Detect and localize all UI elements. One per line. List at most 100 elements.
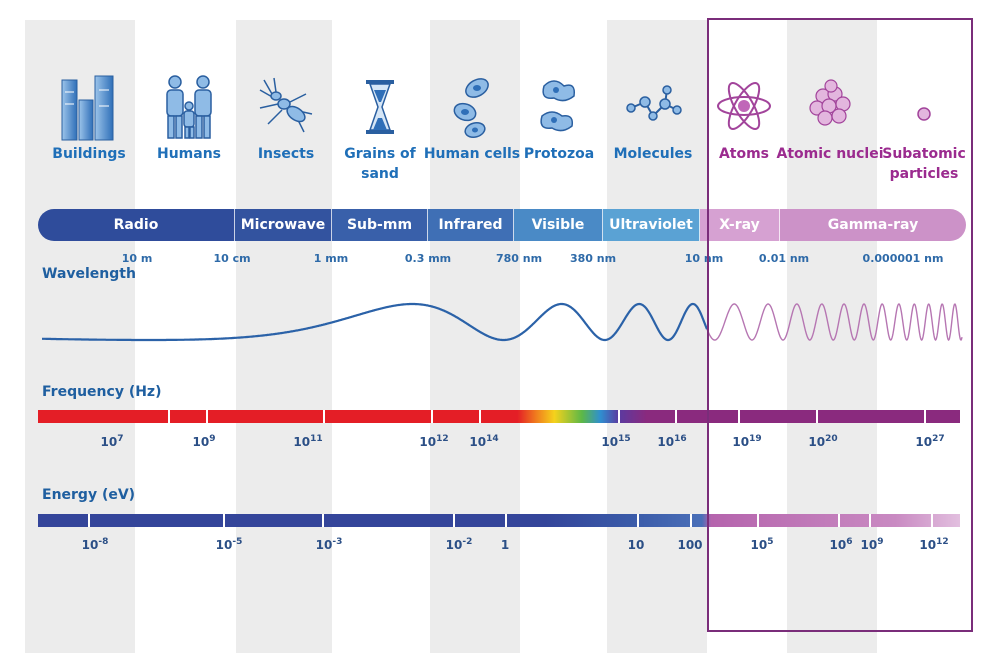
frequency-tick-mark [675,410,677,423]
wavelength-label: 1 mm [313,252,349,265]
object-atomic-nuclei: Atomic nuclei [775,72,885,164]
frequency-tick: 1014 [469,434,499,449]
energy-tick: 100 [677,538,703,552]
frequency-tick: 1019 [732,434,762,449]
spectrum-band-bar: Radio Microwave Sub-mm Infrared Visible … [38,209,966,241]
wavelength-label: 10 cm [213,252,251,265]
energy-tick: 10-8 [81,537,109,552]
energy-heading: Energy (eV) [42,487,136,503]
wavelength-label: 780 nm [495,252,543,265]
frequency-tick-mark [206,410,208,423]
wavelength-label: 380 nm [569,252,617,265]
nucleus-icon [809,79,851,126]
object-insects: Insects [231,72,341,164]
wavelength-label: 0.3 mm [404,252,452,265]
energy-tick: 10-3 [315,537,343,552]
energy-tick-mark [88,514,90,527]
hourglass-icon [366,80,394,134]
frequency-tick-mark [323,410,325,423]
band-gamma-ray: Gamma-ray [780,209,966,241]
molecule-icon [626,85,682,121]
energy-tick-mark [505,514,507,527]
frequency-tick-mark [618,410,620,423]
insect-icon [259,77,313,133]
energy-tick-mark [690,514,692,527]
band-radio: Radio [38,209,235,241]
object-label: Humans [156,146,222,162]
energy-tick: 109 [860,537,884,552]
band-x-ray: X-ray [700,209,780,241]
energy-tick: 10-2 [445,537,473,552]
buildings-icon [61,75,114,141]
wavelength-label: 0.000001 nm [862,252,944,265]
object-human-cells: Human cells [417,72,527,164]
object-label: Grains of sand [344,146,416,182]
frequency-tick-mark [816,410,818,423]
energy-tick: 10-5 [215,537,243,552]
frequency-tick: 1012 [419,434,449,449]
energy-tick-mark [322,514,324,527]
energy-tick: 1 [500,538,510,552]
energy-tick: 105 [750,537,774,552]
frequency-heading: Frequency (Hz) [42,384,162,400]
particle-icon [917,107,931,121]
energy-tick-mark [757,514,759,527]
frequency-tick-mark [431,410,433,423]
band-infrared: Infrared [428,209,514,241]
object-label: Atomic nuclei [776,146,884,162]
wavelength-label: 10 nm [684,252,724,265]
frequency-tick: 1027 [915,434,945,449]
background-stripe [787,20,877,653]
object-buildings: Buildings [34,72,144,164]
object-molecules: Molecules [598,72,708,164]
object-label: Insects [257,146,315,162]
background-stripe [607,20,707,653]
energy-tick-mark [453,514,455,527]
frequency-tick-mark [479,410,481,423]
energy-tick-mark [838,514,840,527]
energy-tick-mark [637,514,639,527]
object-label: Protozoa [523,146,595,162]
frequency-bar [38,410,960,423]
object-protozoa: Protozoa [504,72,614,164]
energy-tick-mark [223,514,225,527]
frequency-tick: 1015 [601,434,631,449]
wavelength-heading: Wavelength [42,266,136,282]
object-grains-of-sand: Grains of sand [325,72,435,184]
energy-tick-mark [869,514,871,527]
energy-tick-mark [931,514,933,527]
protozoa-icon [540,80,576,132]
wave-segment-blue [42,302,709,342]
frequency-tick-mark [738,410,740,423]
object-atoms: Atoms [689,72,799,164]
frequency-tick-mark [924,410,926,423]
wavelength-label: 0.01 nm [758,252,810,265]
band-sub-mm: Sub-mm [332,209,428,241]
humans-icon [166,75,212,139]
frequency-tick: 107 [100,434,124,449]
object-label: Subatomic particles [882,146,966,182]
frequency-tick: 1016 [657,434,687,449]
frequency-tick-mark [168,410,170,423]
wave-segment-purple [706,303,963,342]
ionizing-region-highlight [707,18,973,632]
frequency-tick: 1020 [808,434,838,449]
object-subatomic-particles: Subatomic particles [869,72,979,184]
object-label: Human cells [423,146,521,162]
band-microwave: Microwave [235,209,332,241]
cells-icon [453,78,489,138]
energy-bar [38,514,960,527]
object-label: Atoms [718,146,770,162]
energy-tick: 10 [627,538,645,552]
object-humans: Humans [134,72,244,164]
frequency-tick: 1011 [293,434,323,449]
frequency-tick: 109 [192,434,216,449]
wavelength-label: 10 m [121,252,153,265]
energy-tick: 1012 [919,537,949,552]
object-label: Molecules [613,146,693,162]
band-ultraviolet: Ultraviolet [603,209,700,241]
object-label: Buildings [52,146,126,162]
energy-tick: 106 [829,537,853,552]
atom-icon [717,82,771,130]
